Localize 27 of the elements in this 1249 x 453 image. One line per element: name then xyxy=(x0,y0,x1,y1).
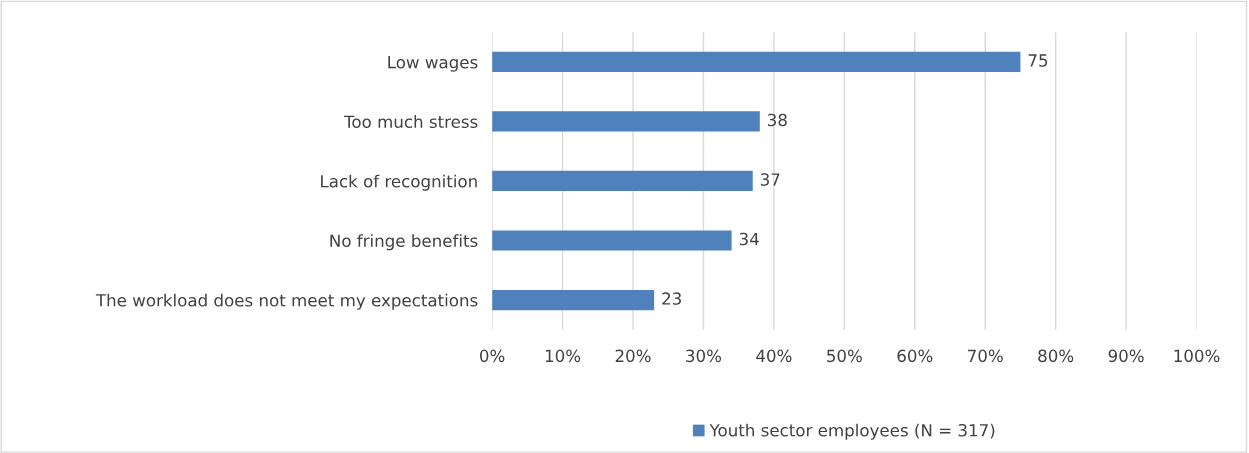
data-label: 34 xyxy=(739,232,759,246)
x-tick-label: 20% xyxy=(615,349,651,363)
data-label: 38 xyxy=(768,113,787,127)
y-tick-label: Too much stress xyxy=(344,115,478,129)
x-tick-label: 30% xyxy=(686,349,722,363)
data-label: 75 xyxy=(1028,54,1048,67)
x-tick-label: 10% xyxy=(545,349,581,363)
x-tick-label: 70% xyxy=(968,349,1003,363)
data-label: 23 xyxy=(662,292,681,305)
y-tick-label: The workload does not meet my expectations xyxy=(95,293,478,310)
bar xyxy=(492,170,753,192)
bar xyxy=(492,51,1021,73)
bar xyxy=(492,230,732,251)
x-tick-label: 60% xyxy=(897,349,933,363)
x-tick-label: 90% xyxy=(1108,349,1144,363)
y-tick-label: No fringe benefits xyxy=(330,234,478,251)
x-tick-label: 0% xyxy=(479,349,505,363)
x-tick-label: 40% xyxy=(756,349,792,363)
legend-label: Youth sector employees (N = 317) xyxy=(709,423,995,440)
x-tick-label: 80% xyxy=(1038,349,1074,363)
bar xyxy=(492,289,655,311)
x-tick-label: 100% xyxy=(1174,349,1220,363)
x-tick-label: 50% xyxy=(827,349,862,363)
y-tick-label: Lack of recognition xyxy=(321,174,477,191)
bar xyxy=(492,111,760,132)
data-label: 37 xyxy=(760,173,780,186)
y-tick-label: Low wages xyxy=(388,56,478,72)
